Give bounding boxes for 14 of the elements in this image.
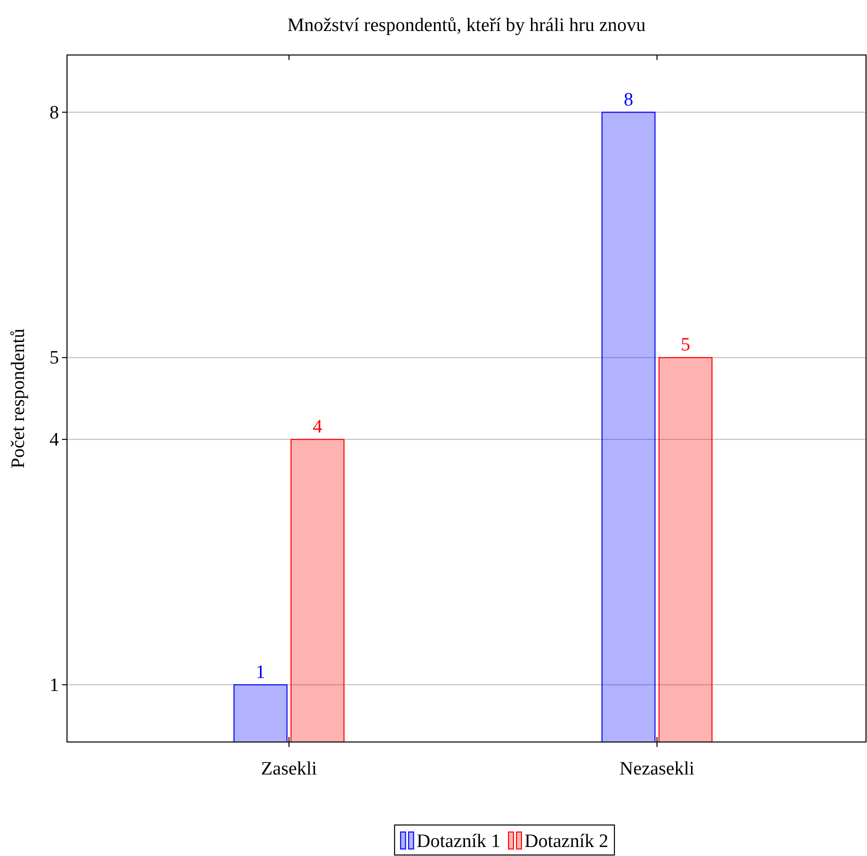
data-label: 1 [256, 662, 266, 683]
data-label: 5 [680, 334, 690, 356]
y-tick-label: 5 [50, 348, 59, 369]
x-tick-label: Zasekli [261, 758, 317, 780]
y-axis-title: Počet respondentů [8, 328, 29, 468]
y-tick-label: 1 [50, 674, 59, 696]
y-tick-label: 4 [50, 429, 60, 450]
chart-title: Množství respondentů, kteří by hráli hru znovu [287, 15, 646, 36]
x-tick-label: Nezasekli [620, 758, 694, 780]
data-label: 8 [624, 89, 634, 110]
legend-label: Dotazník 1 [416, 831, 500, 852]
y-tick-label: 8 [50, 102, 59, 124]
data-label: 4 [312, 416, 323, 438]
legend-label: Dotazník 2 [524, 831, 608, 852]
